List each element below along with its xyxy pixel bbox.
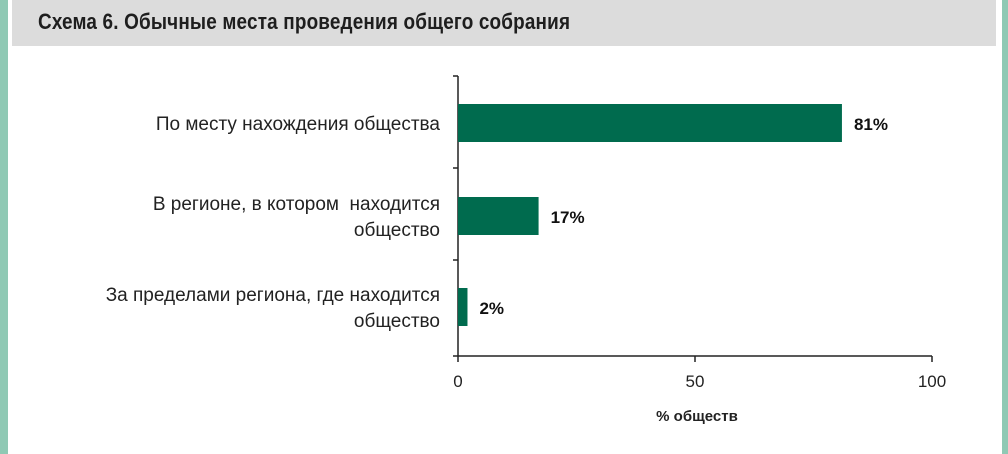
category-label: За пределами региона, где находится	[106, 285, 440, 306]
bar-data-label: 17%	[551, 208, 585, 227]
x-axis-title: % обществ	[656, 408, 738, 425]
right-frame-border	[1002, 0, 1008, 454]
category-label: общество	[354, 311, 440, 332]
bar	[458, 104, 842, 142]
chart-title: Схема 6. Обычные места проведения общего…	[38, 9, 571, 34]
bar	[458, 288, 468, 326]
left-frame-border	[0, 0, 8, 454]
x-tick-label: 100	[918, 372, 946, 391]
x-tick-label: 0	[453, 372, 462, 391]
x-tick-label: 50	[686, 372, 705, 391]
category-label: В регионе, в котором находится	[153, 194, 440, 215]
category-label: общество	[354, 220, 440, 241]
bar	[458, 197, 539, 235]
category-label: По месту нахождения общества	[156, 114, 441, 135]
title-bar: Схема 6. Обычные места проведения общего…	[12, 0, 996, 46]
bar-data-label: 2%	[479, 299, 504, 318]
bar-data-label: 81%	[854, 115, 888, 134]
